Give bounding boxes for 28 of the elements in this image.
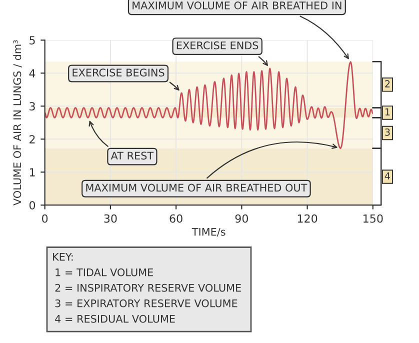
x-tick-label: 150	[364, 214, 383, 223]
x-tick-label: 120	[298, 214, 318, 223]
x-tick-label: 0	[42, 214, 48, 223]
text: 4 = RESIDUAL VOLUME	[55, 314, 175, 323]
band-label: 4	[384, 172, 390, 180]
text: KEY:	[53, 253, 73, 261]
text: 2 = INSPIRATORY RESERVE VOLUME	[55, 284, 241, 292]
annotation: MAXIMUM VOLUME OF AIR BREATHED IN	[132, 1, 342, 10]
text: 1 = TIDAL VOLUME	[56, 268, 153, 276]
x-tick-label: 60	[170, 214, 182, 223]
y-tick-label: 3	[30, 102, 35, 111]
annotation: EXERCISE ENDS	[176, 41, 258, 50]
band-label: 1	[385, 108, 390, 116]
band-label: 3	[385, 128, 390, 136]
y-tick-label: 5	[30, 36, 35, 45]
y-tick-label: 1	[30, 168, 35, 176]
band-label: 2	[385, 80, 390, 88]
annotation: AT REST	[110, 152, 154, 160]
x-tick-label: 90	[235, 214, 248, 223]
annotation: MAXIMUM VOLUME OF AIR BREATHED OUT	[86, 184, 308, 192]
y-tick-label: 2	[30, 135, 35, 144]
y-tick-label: 0	[29, 201, 36, 210]
annotation: EXERCISE BEGINS	[72, 68, 164, 77]
text: 3 = EXPIRATORY RESERVE VOLUME	[55, 299, 238, 308]
y-tick-label: 4	[29, 69, 36, 78]
y-axis-title: VOLUME OF AIR IN LUNGS / dm³	[13, 40, 22, 206]
x-tick-label: 30	[104, 214, 117, 223]
x-axis-title: TIME/s	[192, 228, 226, 237]
